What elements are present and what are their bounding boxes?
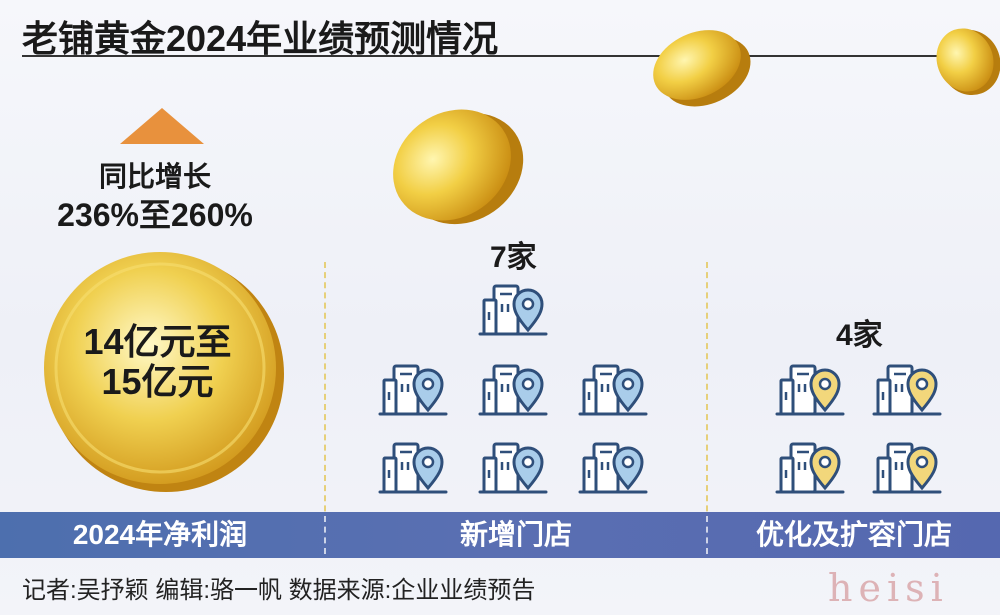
optimized-store-icon-1 <box>775 356 845 418</box>
bar-separator-1 <box>324 516 326 554</box>
new-stores-count: 7家 <box>490 241 537 274</box>
optimized-store-icon-2 <box>872 356 942 418</box>
bar-label-profit: 2024年净利润 <box>72 519 248 550</box>
coin-title <box>653 30 751 107</box>
bar-label-new-stores: 新增门店 <box>459 519 572 550</box>
coin-middle <box>393 109 524 225</box>
divider-1 <box>324 262 326 552</box>
profit-line1: 14亿元至 <box>83 321 232 362</box>
growth-up-arrow-icon <box>120 108 204 144</box>
footer-credits: 记者:吴抒颖 编辑:骆一帆 数据来源:企业业绩预告 <box>22 577 536 604</box>
coin-top-right <box>936 28 1000 96</box>
new-store-icon-4 <box>578 356 648 418</box>
new-store-icon-1 <box>478 276 548 338</box>
optimized-store-icon-4 <box>872 434 942 496</box>
new-store-icon-6 <box>478 434 548 496</box>
new-store-icon-7 <box>578 434 648 496</box>
optimized-store-icon-3 <box>775 434 845 496</box>
bar-label-optimized-stores: 优化及扩容门店 <box>755 519 952 550</box>
profit-line2: 15亿元 <box>101 361 214 402</box>
new-store-icon-3 <box>478 356 548 418</box>
growth-value: 236%至260% <box>57 197 253 233</box>
title-underline <box>22 55 977 57</box>
growth-label: 同比增长 <box>98 161 211 192</box>
new-store-icon-5 <box>378 434 448 496</box>
optimized-stores-count: 4家 <box>836 319 883 352</box>
divider-2 <box>706 262 708 552</box>
new-store-icon-2 <box>378 356 448 418</box>
coin-profit <box>44 252 284 492</box>
label-bar <box>0 512 1000 558</box>
bar-separator-2 <box>706 516 708 554</box>
chart-title: 老铺黄金2024年业绩预测情况 <box>22 18 499 59</box>
watermark: heisi <box>828 566 949 610</box>
